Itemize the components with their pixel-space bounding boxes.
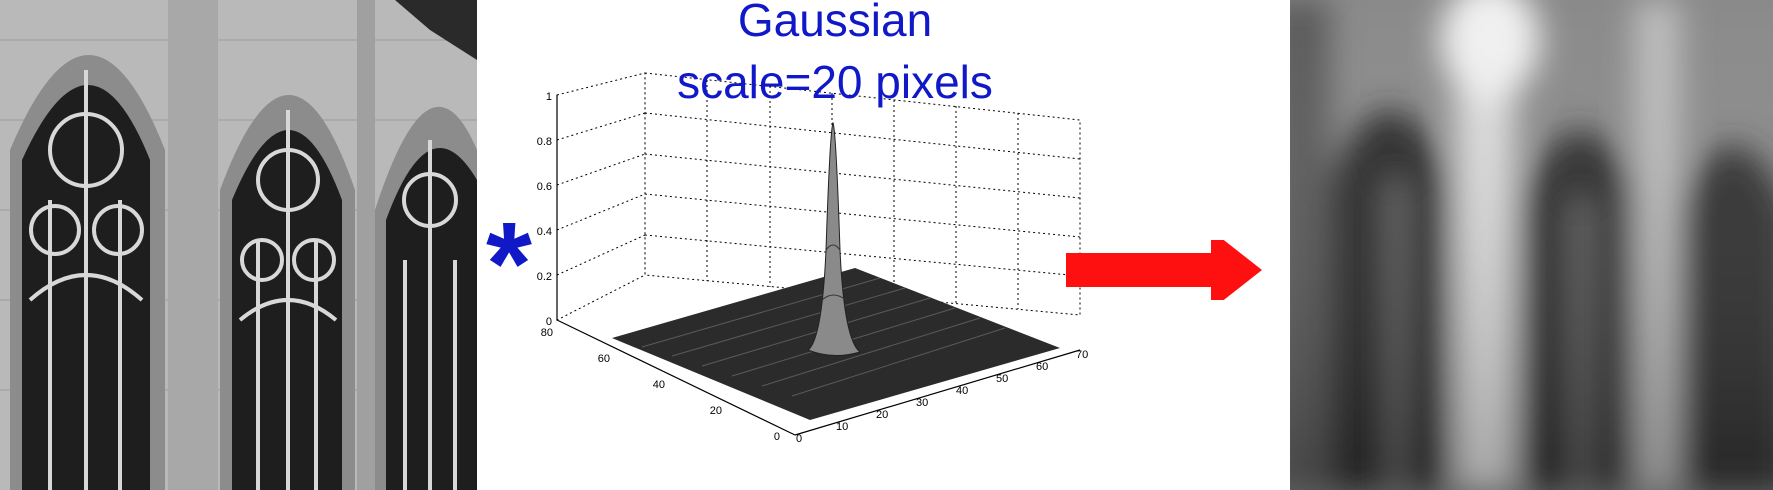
x-tick-label: 30	[916, 397, 928, 409]
right-arrow-icon	[1066, 240, 1262, 300]
kernel-scale-label: scale=20 pixels	[677, 56, 993, 108]
z-tick-label: 0.4	[537, 226, 552, 238]
x-tick-label: 20	[876, 409, 888, 421]
kernel-peak	[806, 121, 862, 356]
x-tick-label: 40	[956, 385, 968, 397]
y-tick-label: 40	[653, 379, 665, 391]
x-tick-label: 10	[836, 421, 848, 433]
x-tick-label: 50	[996, 373, 1008, 385]
gaussian-kernel-plot: 0 0.2 0.4 0.6 0.8 1 0 20 40 60 80 0 10 2…	[537, 72, 1088, 445]
y-tick-label: 20	[710, 405, 722, 417]
z-tick-label: 0	[546, 316, 552, 328]
z-tick-label: 1	[546, 91, 552, 103]
y-tick-label: 60	[598, 353, 610, 365]
x-tick-label: 60	[1036, 361, 1048, 373]
blurred-output-image	[1290, 0, 1773, 490]
kernel-title: Gaussian	[737, 0, 933, 46]
convolution-operator: *	[486, 198, 532, 330]
z-tick-label: 0.8	[537, 136, 552, 148]
z-tick-label: 0.2	[537, 271, 552, 283]
x-tick-label: 0	[796, 433, 802, 445]
y-tick-label: 80	[541, 327, 553, 339]
input-image	[0, 0, 477, 490]
y-tick-label: 0	[774, 431, 780, 443]
x-tick-label: 70	[1076, 349, 1088, 361]
z-tick-label: 0.6	[537, 181, 552, 193]
